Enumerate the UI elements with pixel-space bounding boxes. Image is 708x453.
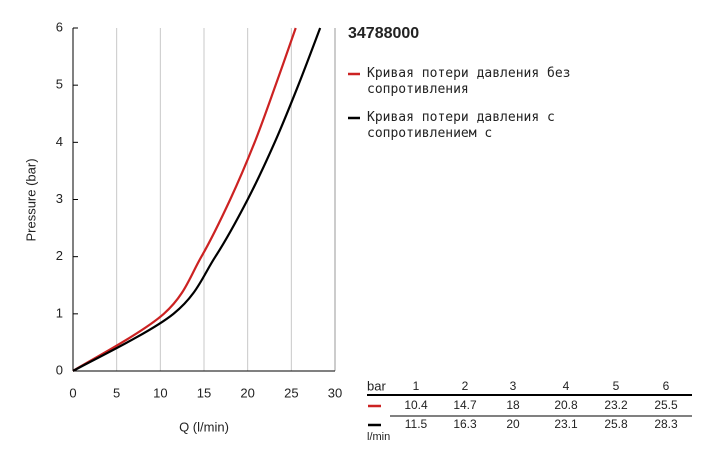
y-tick-label: 1 — [56, 305, 63, 320]
x-tick-label: 10 — [153, 385, 167, 400]
x-tick-label: 5 — [113, 385, 120, 400]
table-flow: 20 — [506, 417, 520, 431]
y-tick-label: 0 — [56, 362, 63, 377]
table-flow: 18 — [506, 398, 520, 412]
x-tick-label: 25 — [284, 385, 298, 400]
y-tick-label: 6 — [56, 19, 63, 34]
table-flow: 28.3 — [654, 417, 678, 431]
x-tick-label: 30 — [328, 385, 342, 400]
y-axis-label: Pressure (bar) — [23, 158, 38, 241]
table-pressure-unit: bar — [367, 378, 386, 393]
legend-label: Кривая потери давления с сопротивлением … — [367, 110, 555, 141]
table-pressure: 5 — [613, 379, 620, 393]
y-tick-label: 4 — [56, 134, 63, 149]
table-flow: 14.7 — [453, 398, 477, 412]
table-pressure: 4 — [563, 379, 570, 393]
table-flow: 11.5 — [405, 417, 428, 431]
x-tick-label: 20 — [240, 385, 254, 400]
chart-title: 34788000 — [348, 25, 419, 42]
x-tick-label: 0 — [69, 385, 76, 400]
table-flow-unit: l/min — [367, 431, 390, 443]
table-flow: 20.8 — [554, 398, 578, 412]
x-axis-label: Q (l/min) — [179, 419, 229, 434]
y-tick-label: 3 — [56, 191, 63, 206]
table-flow: 16.3 — [453, 417, 477, 431]
table-flow: 23.2 — [604, 398, 628, 412]
data-line — [72, 27, 322, 372]
table-pressure: 2 — [462, 379, 469, 393]
table-pressure: 3 — [510, 379, 517, 393]
table-flow: 25.5 — [654, 398, 678, 412]
table-pressure: 1 — [413, 379, 420, 393]
legend-label: Кривая потери давления без сопротивления — [367, 66, 571, 97]
x-tick-label: 15 — [197, 385, 211, 400]
data-line — [72, 27, 297, 372]
table-flow: 25.8 — [604, 417, 628, 431]
table-flow: 10.4 — [404, 398, 428, 412]
y-tick-label: 5 — [56, 77, 63, 92]
y-tick-label: 2 — [56, 248, 63, 263]
table-pressure: 6 — [663, 379, 670, 393]
table-flow: 23.1 — [554, 417, 578, 431]
